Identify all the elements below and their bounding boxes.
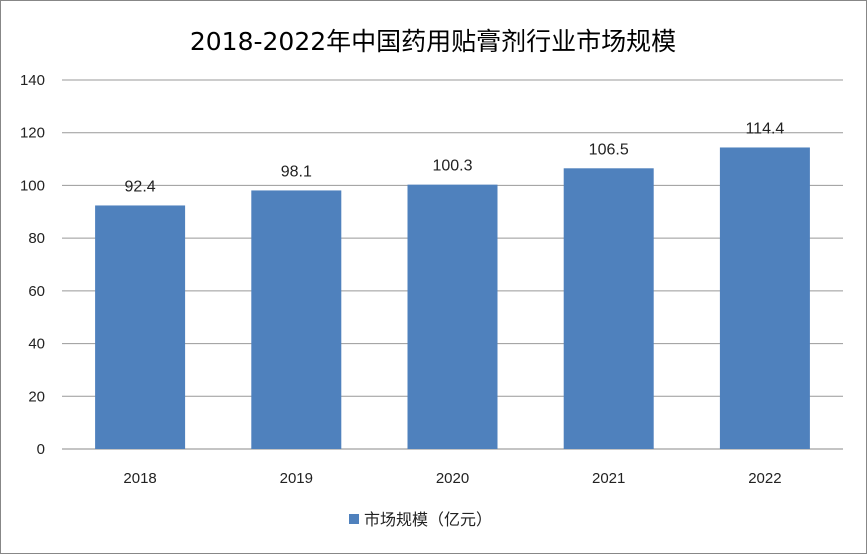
data-label: 100.3 <box>432 158 472 175</box>
bar <box>563 168 654 449</box>
y-tick-label: 120 <box>20 125 45 142</box>
bar <box>95 205 186 449</box>
data-label: 92.4 <box>125 178 156 195</box>
legend-label: 市场规模（亿元） <box>364 510 492 529</box>
y-tick-label: 0 <box>37 441 45 458</box>
y-tick-label: 80 <box>28 230 45 247</box>
y-tick-label: 60 <box>28 283 45 300</box>
x-tick-label: 2021 <box>592 470 625 487</box>
x-tick-label: 2022 <box>748 470 781 487</box>
bar <box>407 184 498 449</box>
legend-swatch <box>349 514 359 524</box>
chart-title: 2018-2022年中国药用贴膏剂行业市场规模 <box>190 27 676 56</box>
y-tick-label: 40 <box>28 336 45 353</box>
x-tick-label: 2018 <box>123 470 156 487</box>
y-tick-label: 100 <box>20 177 45 194</box>
x-tick-label: 2019 <box>280 470 313 487</box>
bar <box>719 147 810 449</box>
y-tick-label: 140 <box>20 72 45 89</box>
y-tick-label: 20 <box>28 388 45 405</box>
data-label: 98.1 <box>281 163 312 180</box>
data-label: 114.4 <box>745 120 784 137</box>
bar <box>251 190 342 449</box>
x-tick-label: 2020 <box>436 470 469 487</box>
data-label: 106.5 <box>589 141 629 158</box>
legend: 市场规模（亿元） <box>349 510 492 529</box>
